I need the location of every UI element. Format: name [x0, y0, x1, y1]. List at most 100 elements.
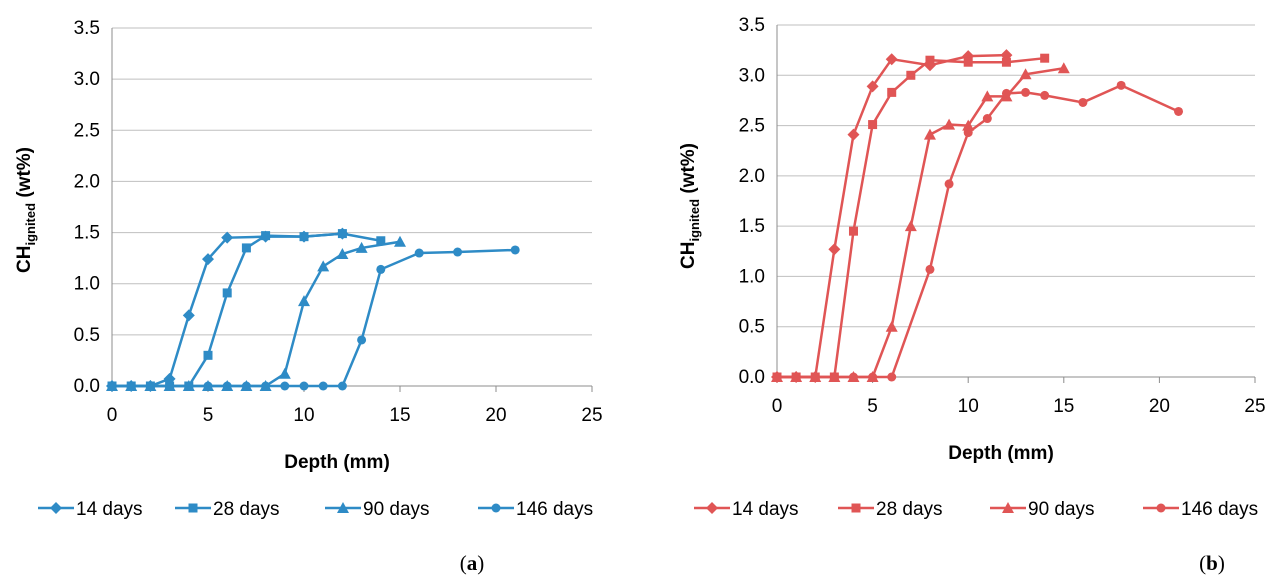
- data-point: [318, 381, 328, 391]
- data-point: [317, 260, 330, 272]
- data-point: [376, 264, 386, 274]
- data-point: [944, 179, 954, 189]
- data-point: [414, 248, 424, 258]
- data-point: [847, 128, 860, 141]
- series-14-days: [771, 49, 1013, 383]
- data-point: [145, 381, 155, 391]
- legend-entry: 28 days: [175, 499, 280, 520]
- series-146-days: [107, 245, 520, 391]
- legend-label: 28 days: [876, 499, 943, 520]
- data-point: [336, 248, 349, 260]
- y-tick-label: 2.0: [74, 171, 100, 192]
- data-point: [1116, 80, 1126, 90]
- x-tick-label: 20: [485, 405, 506, 426]
- legend-marker: [188, 503, 198, 513]
- data-point: [298, 295, 310, 307]
- x-tick-label: 10: [958, 396, 979, 417]
- data-point: [222, 381, 232, 391]
- chart-panel-b: 0.0 0.5 1.0 1.5 2.0 2.5 3.0 3.5 0 5 10 15 20 25 Depth …: [678, 15, 1266, 575]
- y-tick-label: 0.0: [739, 367, 765, 388]
- data-point: [261, 381, 271, 391]
- legend-entry: 14 days: [38, 499, 143, 520]
- x-tick-label: 10: [293, 405, 314, 426]
- series-line: [112, 240, 401, 388]
- y-tick-label: 2.5: [739, 116, 765, 137]
- legend-label: 146 days: [516, 499, 593, 520]
- x-tick-label: 20: [1149, 396, 1170, 417]
- data-point: [278, 367, 291, 379]
- data-point: [810, 372, 820, 382]
- x-tick-label: 0: [107, 405, 118, 426]
- data-point: [165, 381, 175, 391]
- data-point: [848, 372, 858, 382]
- data-point: [848, 226, 858, 236]
- legend-marker: [851, 503, 861, 513]
- y-axis-title: CHignited (wt%): [678, 143, 702, 269]
- y-tick-label: 1.0: [739, 266, 765, 287]
- y-tick-label: 0.5: [739, 317, 765, 338]
- x-tick-label: 25: [1244, 396, 1265, 417]
- data-point: [222, 288, 232, 298]
- y-axis-title: CHignited (wt%): [14, 147, 38, 273]
- legend-label: 90 days: [363, 499, 430, 520]
- data-point: [1057, 62, 1070, 74]
- y-tick-label: 1.5: [74, 223, 100, 244]
- x-tick-label: 0: [772, 396, 783, 417]
- legend-label: 14 days: [732, 499, 799, 520]
- series-90-days: [771, 62, 1070, 382]
- series-146-days: [772, 80, 1184, 382]
- series-line: [777, 56, 1045, 379]
- data-point: [943, 118, 956, 130]
- data-point: [866, 80, 879, 93]
- data-point: [299, 381, 309, 391]
- y-tick-label: 3.5: [739, 15, 765, 36]
- data-point: [1078, 97, 1088, 107]
- data-point: [963, 128, 973, 138]
- y-tick-label: 2.0: [739, 166, 765, 187]
- legend-entry: 90 days: [325, 499, 430, 520]
- data-point: [1021, 87, 1031, 97]
- data-point: [1019, 68, 1032, 80]
- legend-marker: [50, 502, 62, 514]
- y-tick-label: 3.5: [74, 18, 100, 39]
- data-point: [394, 235, 406, 247]
- legend-entry: 28 days: [838, 499, 943, 520]
- data-point: [107, 381, 117, 391]
- legend-label: 146 days: [1181, 499, 1258, 520]
- legend-marker: [1156, 503, 1166, 513]
- series-28-days: [772, 53, 1050, 382]
- y-tick-label: 3.0: [739, 65, 765, 86]
- data-point: [203, 350, 213, 360]
- legend-label: 14 days: [76, 499, 143, 520]
- data-point: [453, 247, 463, 257]
- data-point: [376, 236, 386, 246]
- y-tick-label: 3.0: [74, 69, 100, 90]
- y-tick-label: 2.5: [74, 120, 100, 141]
- data-point: [1001, 57, 1011, 67]
- legend-marker: [706, 502, 718, 514]
- data-point: [885, 320, 898, 332]
- data-point: [1001, 88, 1011, 98]
- panel-label: (a): [460, 551, 485, 575]
- data-point: [203, 381, 213, 391]
- data-point: [126, 381, 136, 391]
- series-90-days: [106, 235, 406, 391]
- data-point: [355, 241, 368, 253]
- y-tick-label: 0.0: [74, 376, 100, 397]
- data-point: [925, 55, 935, 65]
- data-point: [510, 245, 520, 255]
- data-point: [280, 381, 290, 391]
- data-point: [904, 220, 917, 232]
- data-point: [1040, 90, 1050, 100]
- data-point: [357, 335, 367, 345]
- panel-label: (b): [1199, 551, 1225, 575]
- data-point: [184, 381, 194, 391]
- x-tick-label: 15: [1053, 396, 1074, 417]
- x-tick-label: 15: [389, 405, 410, 426]
- legend-entry: 146 days: [1143, 499, 1258, 520]
- x-axis-title: Depth (mm): [284, 452, 390, 473]
- legend-entry: 146 days: [478, 499, 593, 520]
- data-point: [772, 372, 782, 382]
